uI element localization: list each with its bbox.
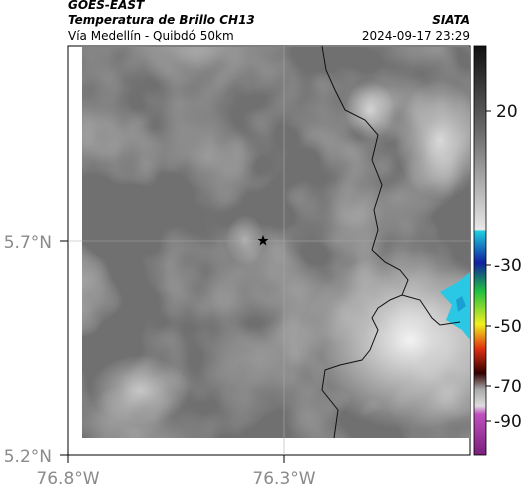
colorbar: [473, 45, 487, 456]
colorbar-label: -30: [494, 256, 522, 276]
colorbar-ticks: [486, 110, 491, 422]
agency: SIATA: [432, 13, 470, 27]
datetime: 2024-09-17 23:29: [362, 29, 470, 43]
location-marker: [257, 235, 269, 246]
borders: [321, 45, 461, 439]
lat-label: 5.2°N: [4, 447, 52, 467]
colorbar-label: 20: [496, 102, 518, 122]
region: Vía Medellín - Quibdó 50km: [68, 29, 234, 43]
lat-label: 5.7°N: [4, 233, 52, 253]
lon-label: 76.8°W: [36, 469, 99, 489]
colorbar-label: -90: [494, 412, 522, 432]
colorbar-label: -70: [494, 377, 522, 397]
source: GOES-EAST: [68, 0, 145, 12]
colorbar-label: -50: [494, 317, 522, 337]
product: Temperatura de Brillo CH13: [68, 13, 255, 27]
lon-label: 76.3°W: [252, 469, 315, 489]
satellite-image: [82, 47, 470, 438]
